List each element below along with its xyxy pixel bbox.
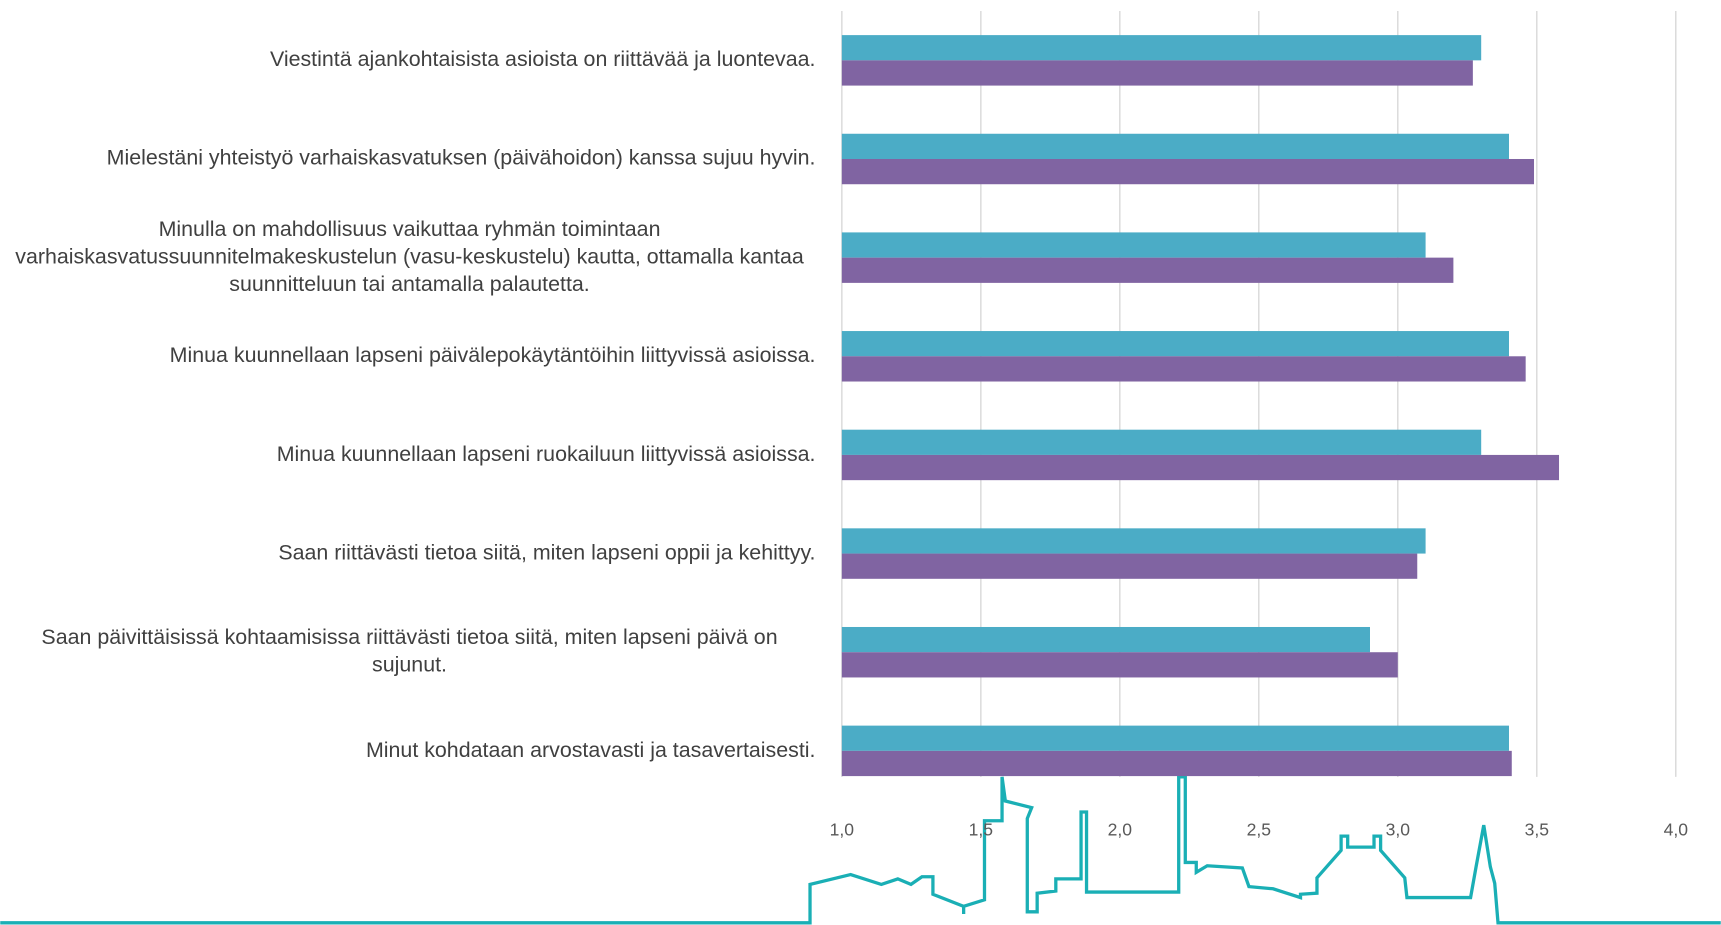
bar xyxy=(841,331,1509,357)
category-label: Minua kuunnellaan lapseni päivälepokäytä… xyxy=(169,343,816,368)
bar xyxy=(841,652,1398,678)
category-label: Mielestäni yhteistyö varhaiskasvatuksen … xyxy=(106,146,816,171)
category-label-box: Minua kuunnellaan lapseni päivälepokäytä… xyxy=(0,307,816,406)
x-tick-label: 2,0 xyxy=(1108,819,1133,839)
bar xyxy=(841,528,1426,554)
category-label: Viestintä ajankohtaisista asioista on ri… xyxy=(269,47,816,72)
bar xyxy=(841,725,1509,751)
category-label-wrap: Minut kohdataan arvostavasti ja tasavert… xyxy=(0,701,816,800)
bar xyxy=(841,257,1454,283)
x-tick-label: 3,0 xyxy=(1386,819,1411,839)
category-label: Minut kohdataan arvostavasti ja tasavert… xyxy=(365,738,816,763)
bar xyxy=(841,429,1482,455)
bar xyxy=(841,232,1426,258)
category-label-box: Saan riittävästi tietoa siitä, miten lap… xyxy=(0,504,815,603)
x-tick-label: 1,0 xyxy=(830,819,855,839)
bar xyxy=(841,60,1473,86)
category-label-wrap: Minua kuunnellaan lapseni päivälepokäytä… xyxy=(0,307,816,406)
bar xyxy=(841,626,1370,653)
category-label: Saan riittävästi tietoa siitä, miten lap… xyxy=(278,540,816,565)
skyline xyxy=(0,775,1721,925)
bar xyxy=(841,158,1535,185)
category-label: Minua kuunnellaan lapseni ruokailuun lii… xyxy=(276,442,816,467)
plot: 1,0 1,5 2,0 2,5 3,0 3,5 4,0 Viestintä ajankohta… xyxy=(0,10,1689,839)
category-label: Saan päivittäisissä kohtaamisissa riittä… xyxy=(41,625,778,678)
category-label-box: Viestintä ajankohtaisista asioista on ri… xyxy=(0,11,816,110)
category-label-wrap: Saan päivittäisissä kohtaamisissa riittä… xyxy=(0,603,815,702)
category-label-wrap: Viestintä ajankohtaisista asioista on ri… xyxy=(0,11,816,110)
category-label-box: Minut kohdataan arvostavasti ja tasavert… xyxy=(0,701,816,800)
category-label-wrap: Minulla on mahdollisuus vaikuttaa ryhmän… xyxy=(0,208,815,307)
bar xyxy=(841,553,1418,579)
category-label-box: Minulla on mahdollisuus vaikuttaa ryhmän… xyxy=(0,208,815,307)
category-label-box: Minua kuunnellaan lapseni ruokailuun lii… xyxy=(0,406,816,505)
category-label-wrap: Minua kuunnellaan lapseni ruokailuun lii… xyxy=(0,406,816,505)
bar xyxy=(841,35,1482,61)
x-tick-label: 4,0 xyxy=(1664,819,1689,839)
category-label-wrap: Saan riittävästi tietoa siitä, miten lap… xyxy=(0,504,815,603)
category-label: Minulla on mahdollisuus vaikuttaa ryhmän… xyxy=(15,217,804,297)
bar xyxy=(841,750,1512,777)
bar xyxy=(841,454,1560,481)
category-label-box: Mielestäni yhteistyö varhaiskasvatuksen … xyxy=(0,110,816,209)
category-label-wrap: Mielestäni yhteistyö varhaiskasvatuksen … xyxy=(0,110,816,209)
x-tick-label: 3,5 xyxy=(1525,819,1550,839)
bar xyxy=(841,133,1509,159)
bar xyxy=(841,356,1526,382)
category-label-box: Saan päivittäisissä kohtaamisissa riittä… xyxy=(0,603,815,702)
x-tick-label: 1,5 xyxy=(969,819,994,839)
x-tick-label: 2,5 xyxy=(1247,819,1272,839)
